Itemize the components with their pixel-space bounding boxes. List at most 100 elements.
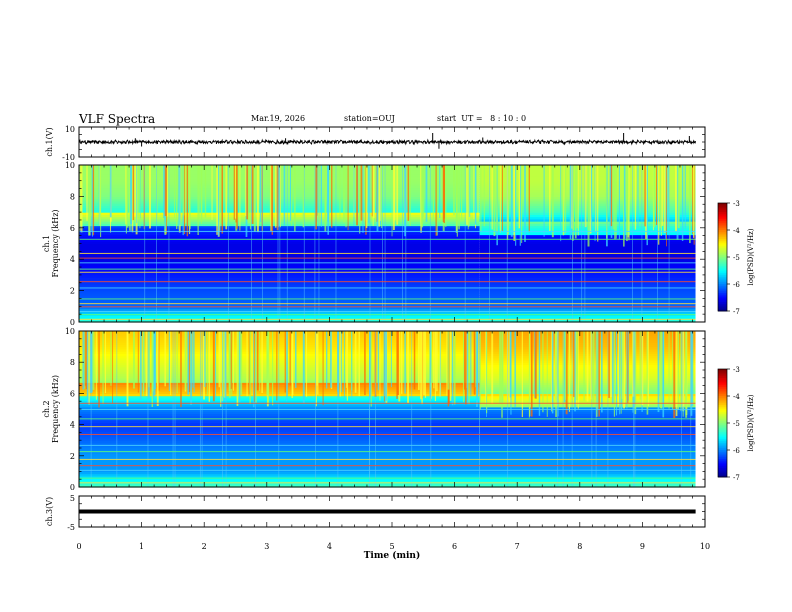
colorbar-swatch xyxy=(718,378,727,381)
sferic-streak xyxy=(610,331,613,398)
sferic-streak xyxy=(302,165,305,228)
sferic-streak xyxy=(109,165,112,218)
spectrogram-band xyxy=(79,310,480,314)
sferic-streak xyxy=(449,331,452,401)
sferic-streak xyxy=(624,165,626,239)
sferic-streak xyxy=(660,331,662,409)
spectrogram-band xyxy=(79,393,480,397)
sferic-streak xyxy=(168,331,170,392)
x-tick-label: 4 xyxy=(327,542,332,551)
spectrogram-band xyxy=(79,478,480,481)
sferic-streak xyxy=(364,331,366,396)
sferic-streak xyxy=(236,331,239,406)
colorbar-swatch xyxy=(718,444,727,447)
sferic-full xyxy=(144,165,146,322)
sferic-streak xyxy=(468,165,470,227)
x-tick-label: 0 xyxy=(76,542,81,551)
spectrogram-band xyxy=(79,466,480,470)
sferic-streak xyxy=(618,331,621,406)
no-data-region xyxy=(695,331,705,487)
sferic-streak xyxy=(534,331,537,399)
sferic-streak xyxy=(212,331,215,402)
sferic-streak xyxy=(573,331,575,398)
sferic-streak xyxy=(407,165,410,221)
sferic-streak xyxy=(186,165,189,237)
sferic-streak xyxy=(130,165,133,225)
colorbar-swatch xyxy=(718,441,727,444)
sferic-streak xyxy=(221,165,224,234)
sferic-streak xyxy=(462,331,465,403)
spectrogram-band xyxy=(479,484,696,488)
sferic-streak xyxy=(189,165,191,229)
spectrogram-band xyxy=(79,259,480,263)
spectrogram-band xyxy=(79,279,480,283)
sferic-streak xyxy=(271,331,274,406)
y-axis-label-line: Frequency (kHz) xyxy=(51,375,60,443)
sferic-streak xyxy=(218,331,221,388)
sferic-streak xyxy=(681,165,684,241)
colorbar-swatch xyxy=(718,282,727,285)
narrowband-line xyxy=(79,303,696,305)
sferic-streak xyxy=(538,331,541,416)
colorbar-swatch xyxy=(718,415,727,419)
sferic-streak xyxy=(417,331,420,390)
sferic-streak xyxy=(404,331,406,394)
sferic-streak xyxy=(253,331,255,402)
sferic-streak xyxy=(277,165,280,228)
sferic-streak xyxy=(611,331,614,405)
sferic-streak xyxy=(291,331,294,395)
spectrogram-band xyxy=(79,397,480,401)
colorbar-swatch xyxy=(718,423,727,426)
colorbar-swatch xyxy=(718,237,727,240)
sferic-streak xyxy=(193,331,195,393)
spectrogram-band xyxy=(479,283,696,287)
sferic-streak xyxy=(291,165,293,226)
sferic-streak xyxy=(246,331,248,397)
spectrogram-band xyxy=(479,446,696,450)
sferic-streak xyxy=(294,165,296,232)
sferic-streak xyxy=(620,331,623,410)
sferic-streak xyxy=(657,331,660,413)
y-tick-label: 0 xyxy=(70,483,75,492)
panel-ch1-waveform: 10 -10 ch.1(V) xyxy=(45,125,706,162)
colorbar-swatch xyxy=(718,280,727,283)
colorbar-swatch xyxy=(718,455,727,458)
spectrogram-band xyxy=(479,473,696,477)
spectrogram-band xyxy=(479,411,696,415)
sferic-streak xyxy=(645,165,647,240)
sferic-streak xyxy=(143,165,145,230)
sferic-streak xyxy=(306,331,308,397)
narrowband-line xyxy=(79,230,696,232)
sferic-full xyxy=(489,165,490,322)
spectrogram-band xyxy=(479,462,696,466)
sferic-streak xyxy=(253,165,256,232)
sferic-streak xyxy=(515,165,517,246)
sferic-streak xyxy=(82,331,85,390)
sferic-streak xyxy=(682,331,685,407)
sferic-streak xyxy=(424,331,426,398)
sferic-streak xyxy=(514,331,517,407)
sferic-full xyxy=(286,165,288,322)
colorbar-swatch xyxy=(718,460,727,464)
colorbar-swatch xyxy=(718,215,727,218)
spectrogram-band xyxy=(79,426,480,430)
sferic-streak xyxy=(259,165,262,223)
sferic-streak xyxy=(369,331,371,397)
narrowband-line xyxy=(79,268,696,270)
sferic-streak xyxy=(468,165,471,217)
colorbar-swatch xyxy=(718,249,727,253)
sferic-streak xyxy=(556,331,558,407)
spectrogram-band xyxy=(479,281,696,285)
sferic-streak xyxy=(377,331,380,391)
spectrogram-band xyxy=(79,449,480,452)
colorbar-swatch xyxy=(718,405,727,408)
spectrogram-band xyxy=(79,234,480,238)
sferic-streak xyxy=(574,331,576,412)
colorbar-swatch xyxy=(718,224,727,227)
sferic-streak xyxy=(156,331,159,406)
x-tick-label: 1 xyxy=(139,542,144,551)
sferic-full xyxy=(584,165,586,322)
sferic-streak xyxy=(204,331,206,387)
spectrogram-band xyxy=(79,413,480,417)
spectrogram-band xyxy=(479,475,696,479)
